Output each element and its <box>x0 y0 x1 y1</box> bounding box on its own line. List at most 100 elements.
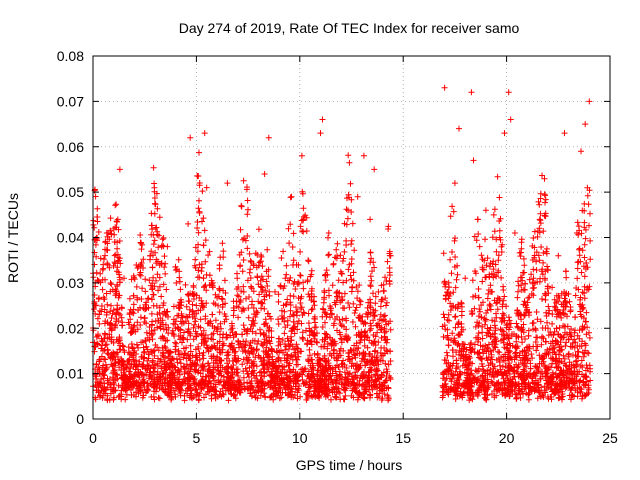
data-point <box>479 323 486 330</box>
data-point <box>190 336 197 343</box>
data-point <box>497 382 504 389</box>
data-point <box>574 361 581 368</box>
data-point <box>537 375 543 382</box>
data-point <box>521 262 528 269</box>
data-point <box>151 327 158 333</box>
data-point <box>195 345 202 352</box>
data-point <box>103 386 110 393</box>
data-point <box>369 268 375 275</box>
data-point <box>249 328 256 335</box>
data-point <box>181 329 187 336</box>
data-point <box>110 367 117 374</box>
data-point <box>258 273 265 280</box>
data-point <box>467 347 474 354</box>
data-point <box>544 283 551 290</box>
data-point <box>544 263 551 270</box>
data-point <box>561 355 568 362</box>
data-point <box>128 391 135 398</box>
data-point <box>348 276 355 283</box>
data-point <box>581 273 588 280</box>
data-point <box>217 320 224 327</box>
data-point <box>375 339 382 346</box>
data-point <box>352 307 359 314</box>
data-point <box>344 195 350 202</box>
data-point <box>176 299 183 306</box>
data-point <box>134 319 141 326</box>
data-point <box>275 298 282 305</box>
data-point <box>103 246 110 253</box>
data-point <box>92 396 99 403</box>
data-point <box>581 224 588 231</box>
data-point <box>233 303 240 310</box>
data-point <box>320 306 327 313</box>
data-point <box>277 389 284 396</box>
data-point <box>503 370 510 377</box>
data-point <box>453 365 460 372</box>
data-point <box>504 355 511 362</box>
data-point <box>210 336 217 343</box>
data-point <box>259 342 266 349</box>
data-point <box>252 394 259 401</box>
data-point <box>451 335 458 342</box>
data-point <box>500 283 507 290</box>
data-point <box>499 391 506 398</box>
data-point <box>343 326 350 333</box>
data-point <box>568 333 575 340</box>
data-point <box>490 258 497 265</box>
data-point <box>160 326 167 333</box>
data-point <box>355 345 361 352</box>
data-point <box>447 213 454 220</box>
data-point <box>343 237 350 244</box>
data-point <box>158 365 165 372</box>
data-point <box>104 247 111 254</box>
data-point <box>346 304 353 311</box>
data-point <box>350 300 357 307</box>
data-point <box>523 352 530 359</box>
data-point <box>573 357 580 364</box>
data-point <box>309 360 316 367</box>
data-point <box>369 386 376 393</box>
data-point <box>177 332 184 339</box>
data-point <box>539 353 545 360</box>
data-point <box>375 361 382 368</box>
data-point <box>311 313 318 320</box>
data-point <box>308 338 315 344</box>
data-point <box>342 381 349 388</box>
data-point <box>343 315 349 322</box>
data-point <box>551 303 558 310</box>
data-point <box>558 358 565 365</box>
data-point <box>141 319 148 325</box>
data-point <box>515 278 522 285</box>
data-point <box>297 393 304 400</box>
data-point <box>119 361 125 367</box>
data-point <box>248 283 254 290</box>
data-point <box>379 395 386 402</box>
data-point <box>146 363 152 370</box>
data-point <box>372 371 379 378</box>
data-point <box>200 327 207 334</box>
data-point <box>498 243 505 250</box>
data-point <box>560 310 567 317</box>
data-point <box>221 311 228 317</box>
data-point <box>99 266 106 273</box>
data-point <box>97 255 104 262</box>
data-point <box>261 305 268 312</box>
data-point <box>521 385 528 392</box>
data-point <box>555 292 562 299</box>
data-point <box>130 352 137 359</box>
data-point <box>361 342 368 349</box>
data-point <box>505 334 512 341</box>
data-point <box>191 262 198 269</box>
data-point <box>116 392 123 399</box>
data-point <box>475 368 482 374</box>
data-point <box>297 272 304 279</box>
data-point <box>144 346 151 353</box>
data-point <box>287 378 293 385</box>
data-point <box>165 324 172 331</box>
data-point <box>581 254 588 261</box>
data-point <box>345 207 351 214</box>
data-point <box>560 371 567 378</box>
data-point <box>527 360 534 367</box>
data-point <box>537 195 544 202</box>
data-point <box>288 193 295 200</box>
